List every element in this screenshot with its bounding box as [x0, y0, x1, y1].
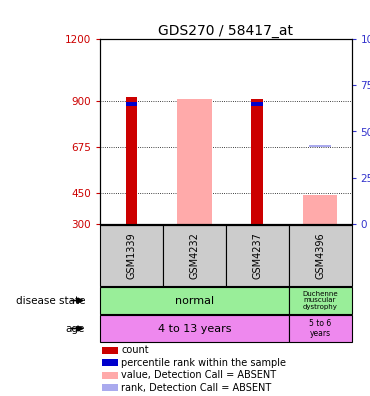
Bar: [252, 99, 263, 224]
Bar: [126, 97, 137, 224]
Bar: [126, 102, 137, 106]
Bar: [100, 287, 289, 314]
Text: value, Detection Call = ABSENT: value, Detection Call = ABSENT: [121, 370, 276, 380]
Text: GSM4237: GSM4237: [252, 232, 262, 279]
Text: GSM1339: GSM1339: [126, 232, 137, 279]
Bar: [163, 225, 226, 286]
Text: 5 to 6
years: 5 to 6 years: [309, 319, 331, 338]
Text: count: count: [121, 345, 149, 355]
Bar: [309, 145, 331, 147]
Bar: [100, 315, 289, 342]
Text: GSM4396: GSM4396: [315, 232, 325, 279]
Bar: [289, 225, 352, 286]
Text: 4 to 13 years: 4 to 13 years: [158, 324, 231, 333]
Bar: [177, 99, 212, 224]
Bar: [102, 347, 118, 354]
Text: Duchenne
muscular
dystrophy: Duchenne muscular dystrophy: [302, 291, 338, 310]
Bar: [100, 225, 163, 286]
Bar: [289, 315, 352, 342]
Bar: [102, 372, 118, 379]
Title: GDS270 / 58417_at: GDS270 / 58417_at: [158, 24, 293, 38]
Bar: [252, 102, 263, 106]
Bar: [102, 384, 118, 391]
Text: normal: normal: [175, 295, 214, 305]
Text: rank, Detection Call = ABSENT: rank, Detection Call = ABSENT: [121, 383, 272, 393]
Bar: [102, 359, 118, 366]
Bar: [289, 287, 352, 314]
Bar: [303, 195, 337, 224]
Text: GSM4232: GSM4232: [189, 232, 199, 279]
Text: percentile rank within the sample: percentile rank within the sample: [121, 358, 286, 368]
Text: age: age: [66, 324, 85, 333]
Bar: [226, 225, 289, 286]
Text: disease state: disease state: [16, 295, 85, 305]
